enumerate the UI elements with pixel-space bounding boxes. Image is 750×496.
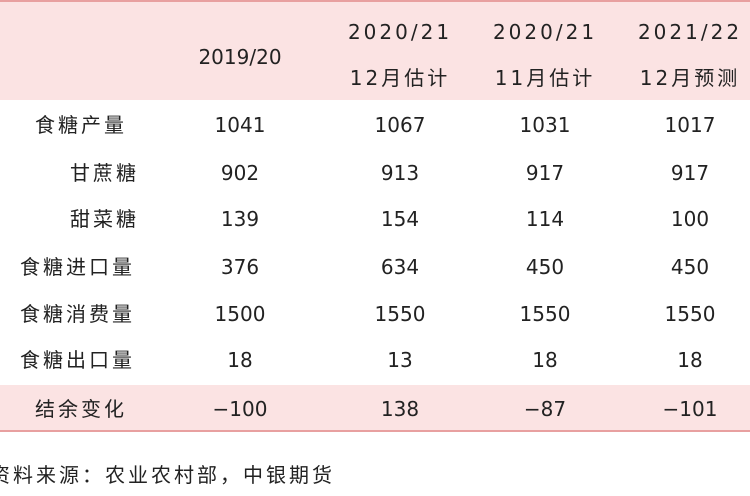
column-header: 2020/21 <box>492 20 598 44</box>
cell: 917 <box>670 161 710 185</box>
cell: 18 <box>677 348 703 372</box>
cell: 1550 <box>664 302 716 326</box>
cell: 902 <box>220 161 260 185</box>
column-header: 2020/21 <box>347 20 453 44</box>
cell: 450 <box>670 255 710 279</box>
row-label: 食糖产量 <box>35 113 127 137</box>
cell: 1041 <box>214 113 266 137</box>
cell: 1067 <box>374 113 426 137</box>
cell: 100 <box>670 207 710 231</box>
column-header: 11月估计 <box>494 66 596 90</box>
cell: 154 <box>380 207 420 231</box>
row-label: 甜菜糖 <box>70 207 139 231</box>
row-label: 食糖进口量 <box>20 255 135 279</box>
cell: 917 <box>525 161 565 185</box>
header-band <box>0 0 750 100</box>
column-header: 2019/20 <box>198 45 282 69</box>
cell: 114 <box>525 207 565 231</box>
cell: 1031 <box>519 113 571 137</box>
cell: −100 <box>212 397 268 421</box>
cell: 376 <box>220 255 260 279</box>
row-label: 结余变化 <box>35 397 127 421</box>
cell: 634 <box>380 255 420 279</box>
cell: −87 <box>523 397 567 421</box>
cell: 450 <box>525 255 565 279</box>
cell: 1500 <box>214 302 266 326</box>
cell: 138 <box>380 397 420 421</box>
row-label: 食糖消费量 <box>20 302 135 326</box>
cell: 913 <box>380 161 420 185</box>
source-note: 资料来源：农业农村部，中银期货 <box>0 463 335 487</box>
cell: 1017 <box>664 113 716 137</box>
cell: 18 <box>532 348 558 372</box>
cell: −101 <box>662 397 718 421</box>
column-header: 12月估计 <box>349 66 451 90</box>
column-header: 12月预测 <box>639 66 741 90</box>
cell: 13 <box>387 348 413 372</box>
column-header: 2021/22 <box>637 20 743 44</box>
cell: 1550 <box>374 302 426 326</box>
row-label: 甘蔗糖 <box>70 161 139 185</box>
cell: 139 <box>220 207 260 231</box>
row-label: 食糖出口量 <box>20 348 135 372</box>
summary-band <box>0 385 750 432</box>
cell: 1550 <box>519 302 571 326</box>
cell: 18 <box>227 348 253 372</box>
